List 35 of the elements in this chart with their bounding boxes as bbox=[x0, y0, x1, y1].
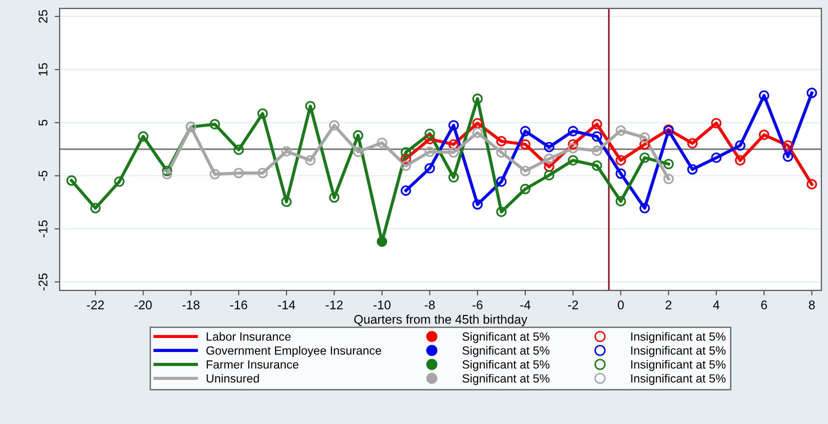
legend-label: Significant at 5% bbox=[462, 346, 550, 358]
y-tick-label: 25 bbox=[38, 10, 48, 23]
y-tick-label: 5 bbox=[38, 120, 48, 126]
legend-label: Government Employee Insurance bbox=[206, 346, 382, 358]
x-tick-label: -10 bbox=[374, 300, 391, 310]
legend-label: Insignificant at 5% bbox=[631, 346, 726, 358]
x-tick-label: -6 bbox=[472, 300, 483, 310]
y-tick-label: 15 bbox=[38, 63, 48, 76]
legend-label: Significant at 5% bbox=[462, 360, 550, 371]
legend-label: Insignificant at 5% bbox=[631, 360, 726, 371]
x-axis-title: Quarters from the 45th birthday bbox=[354, 314, 528, 326]
x-tick-label: -18 bbox=[182, 300, 200, 310]
y-tick-label: -15 bbox=[38, 220, 48, 238]
x-tick-label: -8 bbox=[424, 300, 435, 310]
x-tick-label: -4 bbox=[520, 300, 530, 310]
legend-label: Significant at 5% bbox=[462, 374, 550, 385]
x-tick-label: 2 bbox=[666, 300, 672, 310]
legend-label: Uninsured bbox=[206, 374, 259, 383]
legend-label: Farmer Insurance bbox=[206, 360, 298, 369]
legend-label: Significant at 5% bbox=[462, 332, 550, 344]
x-tick-label: 0 bbox=[618, 300, 624, 310]
x-tick-label: -14 bbox=[278, 300, 296, 310]
x-tick-label: -20 bbox=[134, 300, 152, 310]
legend-label: Insignificant at 5% bbox=[631, 332, 726, 344]
x-tick-label: -12 bbox=[326, 300, 343, 310]
x-tick-label: -22 bbox=[86, 300, 104, 310]
legend-label: Insignificant at 5% bbox=[631, 374, 726, 385]
y-tick-label: -25 bbox=[38, 273, 48, 290]
x-tick-label: 8 bbox=[808, 300, 815, 310]
x-tick-label: -16 bbox=[230, 300, 248, 310]
x-tick-label: -2 bbox=[568, 300, 578, 310]
x-tick-label: 4 bbox=[713, 300, 720, 310]
x-tick-label: 6 bbox=[761, 300, 767, 310]
legend-label: Labor Insurance bbox=[206, 332, 291, 341]
y-tick-label: -5 bbox=[38, 170, 48, 181]
